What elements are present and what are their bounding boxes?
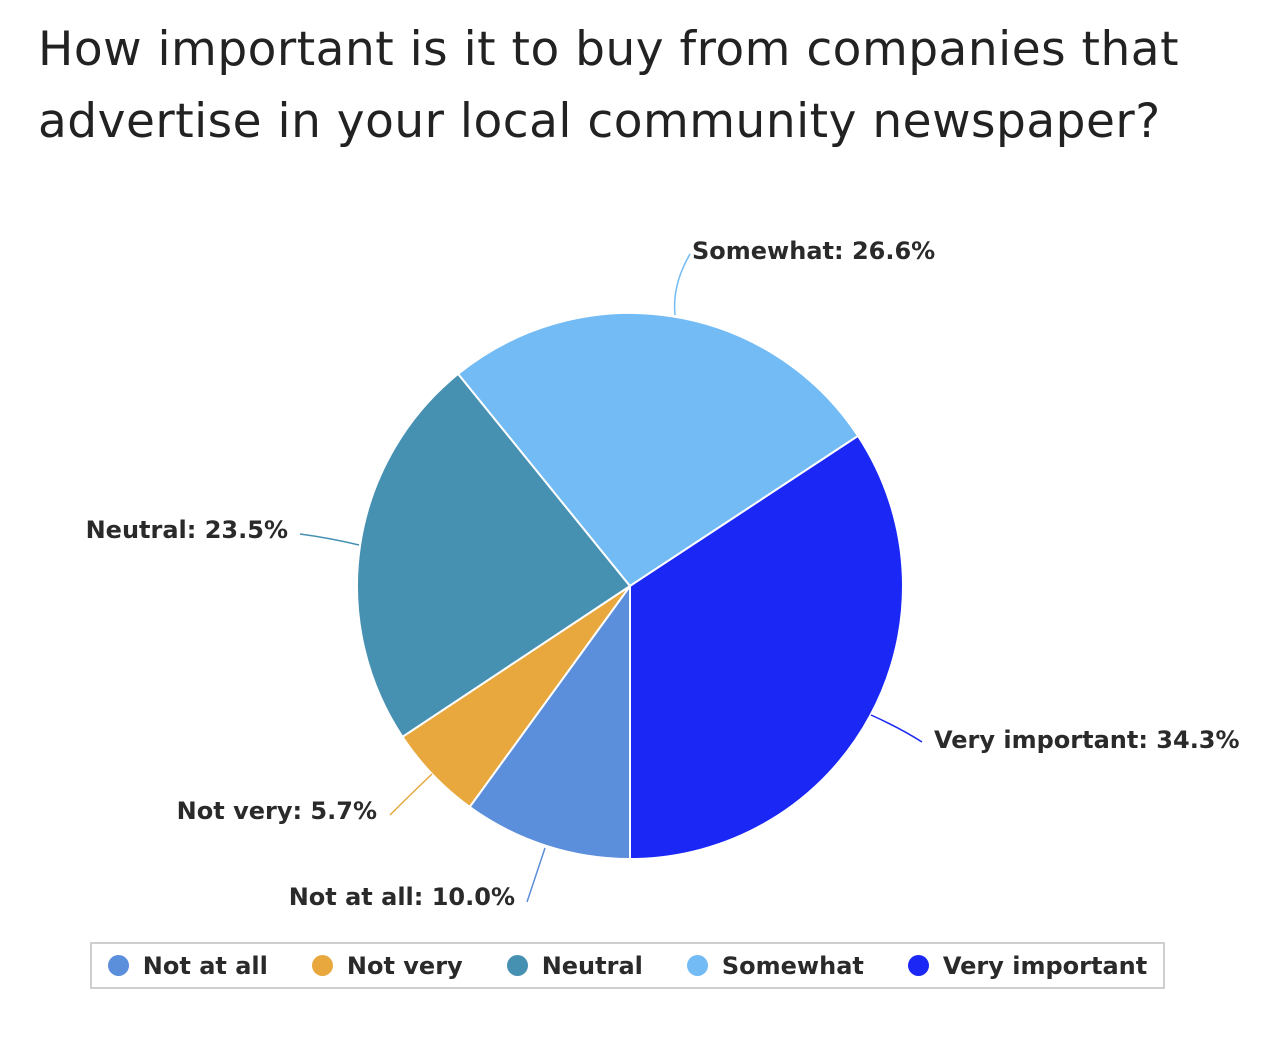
leader-lines — [299, 253, 923, 903]
leader-line-neutral — [299, 533, 360, 546]
slice-labels: Not at all: 10.0% Not very: 5.7% Neutral: … — [86, 237, 1240, 911]
legend-item-not-very[interactable]: Not very — [311, 951, 463, 980]
slice-label-neutral: Neutral: 23.5% — [86, 516, 288, 544]
legend-swatch — [506, 955, 528, 976]
legend-label: Neutral — [541, 951, 643, 980]
legend-swatch — [311, 955, 333, 976]
legend-item-somewhat[interactable]: Somewhat — [686, 951, 864, 980]
pie-slice-neutral[interactable] — [356, 372, 632, 739]
legend: Not at all Not very Neutral Somewhat Very im… — [90, 942, 1165, 989]
slice-label-somewhat: Somewhat: 26.6% — [692, 237, 935, 265]
leader-line-very-important — [870, 714, 923, 743]
legend-swatch — [907, 955, 929, 976]
slice-label-not-at-all: Not at all: 10.0% — [289, 883, 515, 911]
legend-label: Very important — [942, 951, 1148, 980]
legend-swatch — [107, 955, 129, 976]
legend-item-not-at-all[interactable]: Not at all — [107, 951, 268, 980]
legend-label: Not very — [346, 951, 463, 980]
slice-label-not-very: Not very: 5.7% — [177, 797, 377, 825]
pie-slice-very-important[interactable] — [629, 434, 904, 861]
pie-slice-not-at-all[interactable] — [468, 582, 631, 861]
leader-line-not-at-all — [526, 847, 546, 903]
legend-label: Somewhat — [721, 951, 864, 980]
slice-label-very-important: Very important: 34.3% — [934, 726, 1240, 754]
pie-slice-somewhat[interactable] — [456, 312, 860, 588]
legend-item-neutral[interactable]: Neutral — [506, 951, 643, 980]
leader-line-somewhat — [673, 253, 691, 316]
legend-swatch — [686, 955, 708, 976]
pie-slices — [356, 312, 904, 861]
leader-line-not-very — [389, 773, 433, 816]
chart-title: How important is it to buy from companie… — [38, 22, 1179, 149]
legend-item-very-important[interactable]: Very important — [907, 951, 1148, 980]
legend-label: Not at all — [142, 951, 268, 980]
